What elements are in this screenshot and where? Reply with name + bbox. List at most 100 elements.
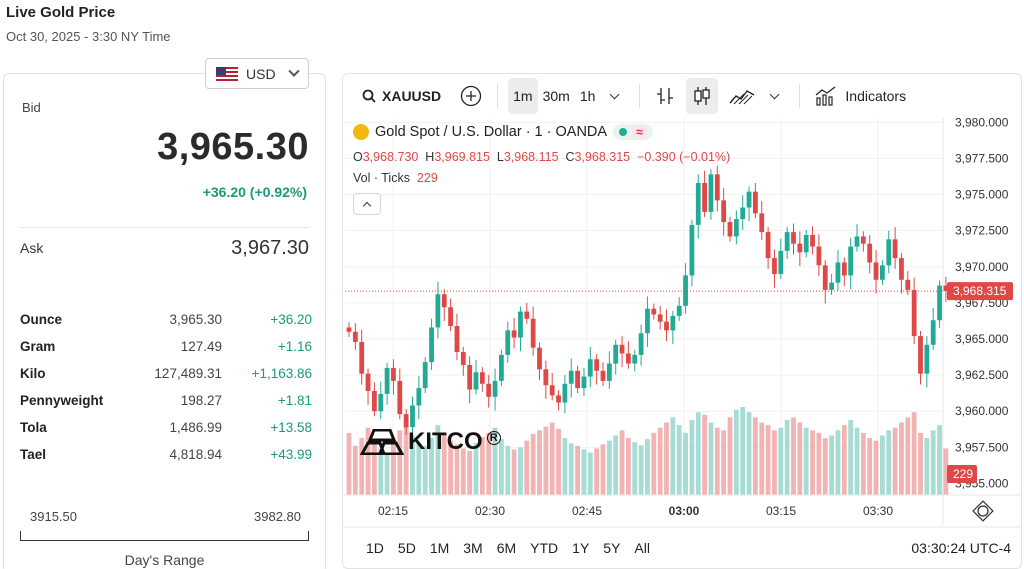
candle-body [460, 352, 466, 365]
area-chart-icon [729, 90, 755, 105]
compare-button[interactable] [455, 78, 487, 114]
volume-bar [391, 443, 396, 495]
candle-body [664, 321, 669, 331]
candle-body [657, 314, 663, 322]
unit-row-pennyweight: Pennyweight 198.27 +1.81 [20, 387, 312, 414]
indicators-button[interactable]: Indicators [810, 78, 911, 114]
range-tab-1d[interactable]: 1D [366, 540, 384, 556]
candle-body [499, 354, 504, 381]
candle-body [930, 320, 936, 345]
us-flag-icon [216, 66, 238, 81]
candle-body [905, 279, 911, 290]
page-subtitle: Oct 30, 2025 - 3:30 NY Time [6, 29, 171, 44]
interval-30m[interactable]: 30m [542, 88, 570, 104]
candle-body [746, 191, 752, 208]
candle-body [899, 258, 904, 280]
currency-select[interactable]: USD [205, 58, 309, 89]
symbol-search[interactable]: XAUUSD [357, 78, 455, 114]
candle-body [886, 239, 892, 266]
volume-bar [702, 414, 707, 495]
volume-bar [727, 417, 733, 495]
candle-body [765, 232, 771, 259]
candle-body [702, 183, 707, 212]
candle-body [372, 391, 377, 412]
candle-body [721, 200, 727, 222]
last-price-tag [947, 282, 1013, 301]
range-tab-1y[interactable]: 1Y [572, 540, 590, 556]
range-tab-1m[interactable]: 1M [429, 540, 450, 556]
low-label: L [496, 150, 504, 164]
candle-body [670, 315, 676, 331]
unit-name: Pennyweight [20, 393, 104, 408]
unit-row-gram: Gram 127.49 +1.16 [20, 333, 312, 360]
volume-bar [854, 427, 860, 495]
market-open-icon [619, 128, 628, 136]
price-chart[interactable]: 3,980.000 3,977.500 3,975.000 3,972.500 3,97… [343, 118, 1022, 568]
candle-body [346, 327, 352, 332]
candle-body [683, 275, 688, 306]
quote-panel: Bid 3,965.30 +36.20 (+0.92%) Ask 3,967.3… [3, 73, 326, 569]
volume-bar [543, 426, 549, 495]
y-tick-label: 3,965.000 [955, 332, 1009, 346]
candle-body [505, 330, 511, 355]
volume-bar [657, 427, 663, 495]
interval-dropdown[interactable] [600, 78, 629, 114]
volume-bar [575, 445, 580, 495]
volume-bar [562, 438, 568, 495]
candle-body [733, 219, 739, 237]
y-tick-label: 3,960.000 [955, 404, 1009, 418]
candle-body [740, 207, 746, 220]
market-status-pill[interactable]: ≈ [613, 124, 653, 140]
range-tab-5y[interactable]: 5Y [603, 540, 621, 556]
toolbar-separator [799, 84, 801, 108]
bar-style-button[interactable] [650, 78, 680, 114]
chevron-up-icon [362, 201, 372, 210]
volume-legend: Vol · Ticks 229 [353, 171, 438, 185]
volume-bar [473, 443, 479, 495]
collapse-legend-button[interactable] [353, 193, 381, 215]
volume-bar [664, 422, 669, 495]
x-tick-label: 03:00 [669, 504, 700, 518]
volume-bar [892, 427, 898, 495]
close-label: C [565, 150, 575, 164]
candle-body [492, 380, 498, 397]
volume-bar [651, 432, 657, 495]
volume-bar [556, 428, 561, 495]
candle-body [638, 333, 644, 355]
volume-bar [829, 435, 834, 495]
y-tick-label: 3,972.500 [955, 224, 1009, 238]
volume-bar [848, 419, 854, 495]
unit-row-tola: Tola 1,486.99 +13.58 [20, 414, 312, 441]
range-tab-ytd[interactable]: YTD [530, 540, 559, 556]
volume-bar [670, 417, 676, 495]
volume-bar [638, 445, 644, 495]
volume-bar [467, 451, 473, 495]
candle-body [524, 311, 530, 319]
candle-body [422, 362, 428, 389]
volume-bar [403, 422, 409, 495]
high-label: H [425, 150, 435, 164]
candle-body [575, 370, 580, 389]
interval-1m[interactable]: 1m [508, 78, 538, 114]
unit-change: +1.81 [277, 393, 312, 408]
area-style-button[interactable] [724, 78, 760, 114]
interval-1h[interactable]: 1h [579, 88, 596, 104]
style-dropdown[interactable] [760, 78, 789, 114]
candle-body [600, 370, 606, 381]
range-tab-6m[interactable]: 6M [496, 540, 517, 556]
range-tab-3m[interactable]: 3M [463, 540, 483, 556]
toolbar-separator [639, 84, 641, 108]
volume-bar [619, 430, 625, 495]
range-tab-5d[interactable]: 5D [397, 540, 416, 556]
chevron-down-icon [609, 89, 620, 99]
y-tick-label: 3,962.500 [955, 368, 1009, 382]
ask-value: 3,967.30 [231, 237, 309, 259]
range-tab-all[interactable]: All [634, 540, 650, 556]
divider [20, 227, 309, 228]
candle-body [695, 183, 701, 225]
volume-bar [810, 430, 815, 495]
candle-body [581, 376, 587, 389]
volume-bar [378, 448, 384, 495]
volume-bar [645, 439, 650, 495]
candles-style-button[interactable] [686, 78, 719, 114]
